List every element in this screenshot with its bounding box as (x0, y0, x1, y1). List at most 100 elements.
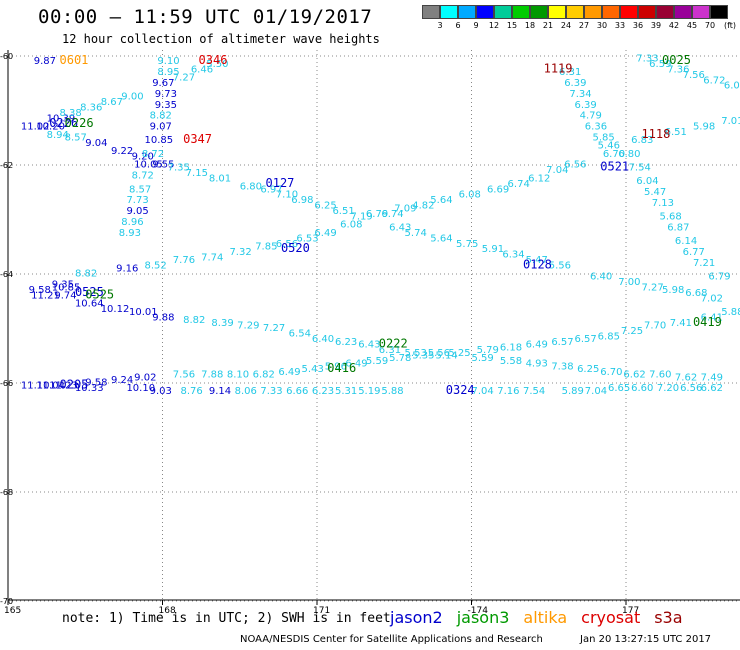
swh-value: 10.20 (36, 122, 65, 133)
legend-label: 24 (560, 21, 572, 30)
legend-swatch: 3 (437, 5, 458, 31)
swh-value: 10.05 (134, 160, 163, 171)
swh-value: 5.50 (206, 59, 228, 70)
swh-value: 6.49 (314, 228, 336, 239)
swh-value: 6.74 (381, 209, 403, 220)
swh-value: 6.98 (291, 195, 313, 206)
swh-value: 7.33 (636, 53, 658, 64)
pass-time-label: 0521 (600, 159, 629, 173)
swh-value: 10.12 (101, 304, 130, 315)
swh-value: 6.43 (389, 222, 411, 233)
pass-time-label: 0601 (60, 53, 89, 67)
swh-value: 6.59 (649, 59, 671, 70)
swh-value: 5.64 (430, 233, 452, 244)
swh-value: 7.34 (569, 89, 591, 100)
pass-time-label: 0525 (85, 288, 114, 302)
swh-value: 6.53 (296, 233, 318, 244)
swh-value: 7.35 (168, 162, 190, 173)
legend-swatch: 12 (489, 5, 512, 31)
swh-value: 8.38 (60, 108, 82, 119)
satellite-name: jason3 (456, 608, 510, 627)
pass-time-label: 1118 (641, 127, 670, 141)
lon-tick-label: -174 (468, 606, 489, 616)
swh-value: 6.68 (685, 288, 707, 299)
swh-value: 7.16 (497, 386, 519, 397)
pass-time-label: 0222 (379, 337, 408, 351)
swh-value: 7.60 (649, 370, 671, 381)
lon-tick-label: 177 (622, 606, 639, 616)
swh-value: 5.58 (500, 356, 522, 367)
swh-value: 9.20 (132, 152, 154, 163)
swh-value: 4.79 (580, 111, 602, 122)
swh-value: 6.83 (631, 135, 653, 146)
lat-tick-label: -68 (0, 488, 13, 497)
swh-value: 10.85 (52, 282, 81, 293)
swh-value: 6.87 (667, 222, 689, 233)
swh-value: 7.27 (641, 282, 663, 293)
swh-value: 7.02 (701, 293, 723, 304)
swh-value: 6.51 (332, 206, 354, 217)
swh-value: 7.76 (173, 255, 195, 266)
swh-value: 6.46 (191, 64, 213, 75)
pass-time-label: 0226 (65, 116, 94, 130)
swh-value: 5.14 (435, 350, 457, 361)
swh-value: 7.32 (229, 247, 251, 258)
swh-value: 6.34 (502, 250, 524, 261)
swh-value: 7.15 (186, 168, 208, 179)
swh-value: 8.94 (47, 130, 69, 141)
map-title: 00:00 – 11:59 UTC 01/19/2017 (38, 6, 373, 28)
legend-swatch: 21 (543, 5, 566, 31)
swh-value: 6.23 (312, 386, 334, 397)
swh-value: 8.57 (65, 132, 87, 143)
swh-value: 6.31 (559, 67, 581, 78)
swh-value: 6.39 (575, 100, 597, 111)
lat-tick-label: -62 (0, 161, 13, 170)
swh-value: 6.51 (665, 127, 687, 138)
pass-time-label: 1119 (544, 61, 573, 75)
pass-time-label: 0128 (523, 258, 552, 272)
swh-value: 8.67 (101, 97, 123, 108)
swh-value: 7.00 (618, 277, 640, 288)
swh-value: 6.31 (379, 345, 401, 356)
pass-time-label: 0346 (199, 53, 228, 67)
legend-swatch: 45 (687, 5, 710, 31)
swh-value: 9.16 (116, 263, 138, 274)
pass-time-label: 0347 (183, 132, 212, 146)
swh-value: 6.40 (590, 271, 612, 282)
pass-time-label: 0324 (446, 383, 475, 397)
color-legend: 3 6 9 12 15 18 21 24 27 30 33 36 39 42 45 70 (ft) (422, 5, 736, 31)
swh-value: 10.33 (75, 383, 104, 394)
swh-value: 9.02 (134, 372, 156, 383)
swh-value: 7.20 (657, 383, 679, 394)
legend-label: 9 (473, 21, 479, 30)
swh-value: 9.05 (126, 206, 148, 217)
swh-value: 7.74 (201, 252, 223, 263)
swh-value: 6.54 (289, 329, 311, 340)
pass-time-label: 0525 (75, 285, 104, 299)
legend-unit: (ft) (724, 21, 737, 30)
pass-time-label: 0205 (60, 377, 89, 391)
swh-value: 6.70 (600, 367, 622, 378)
lat-tick-label: -64 (0, 270, 13, 279)
swh-value: 11.21 (31, 291, 60, 302)
satellite-legend: jason2 jason3 altika cryosat s3a (390, 608, 683, 627)
swh-value: 6.66 (286, 386, 308, 397)
swh-value: 8.57 (129, 184, 151, 195)
swh-value: 9.24 (111, 375, 133, 386)
swh-value: 9.74 (54, 291, 76, 302)
swh-value: 6.39 (564, 78, 586, 89)
credit-text: NOAA/NESDIS Center for Satellite Applica… (240, 634, 543, 645)
legend-swatch: 36 (633, 5, 656, 31)
swh-value: 5.53 (405, 348, 427, 359)
swh-value: 6.36 (585, 122, 607, 133)
swh-value: 7.25 (621, 326, 643, 337)
legend-swatch: 9 (473, 5, 494, 31)
lon-tick-label: 171 (313, 606, 330, 616)
swh-value: 5.25 (448, 348, 470, 359)
footer-note: note: 1) Time is in UTC; 2) SWH is in fe… (62, 611, 391, 626)
swh-value: 7.21 (693, 258, 715, 269)
map-subtitle: 12 hour collection of altimeter wave hei… (62, 32, 380, 46)
legend-swatch: 33 (615, 5, 638, 31)
swh-value: 8.96 (121, 217, 143, 228)
swh-value: 5.35 (412, 350, 434, 361)
